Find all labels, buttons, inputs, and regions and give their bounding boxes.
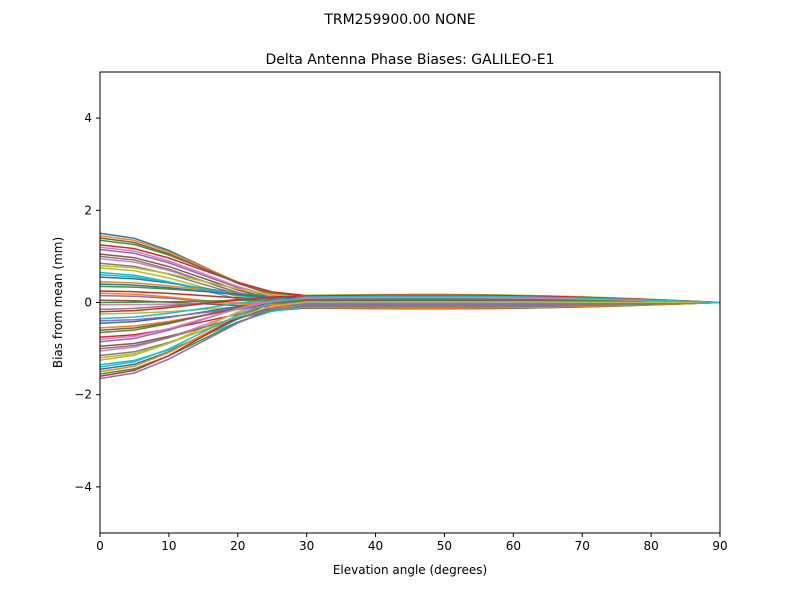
x-tick-label: 0: [96, 539, 104, 553]
x-axis: 0 10 20 30 40 50 60 70 80 90: [96, 533, 728, 553]
y-axis: −4 −2 0 2 4: [74, 111, 100, 494]
y-tick-label: 4: [84, 111, 92, 125]
series-line: [100, 232, 720, 304]
x-tick-label: 70: [575, 539, 590, 553]
x-axis-label: Elevation angle (degrees): [333, 563, 487, 577]
x-tick-label: 50: [437, 539, 452, 553]
series-layer: [100, 232, 720, 380]
x-tick-label: 60: [506, 539, 521, 553]
x-tick-label: 10: [161, 539, 176, 553]
x-tick-label: 30: [299, 539, 314, 553]
series-line: [100, 300, 720, 371]
x-tick-label: 90: [712, 539, 727, 553]
y-tick-label: 2: [84, 203, 92, 217]
y-axis-label: Bias from mean (mm): [51, 237, 65, 368]
x-tick-label: 80: [643, 539, 658, 553]
chart-title: Delta Antenna Phase Biases: GALILEO-E1: [265, 52, 554, 68]
chart-suptitle: TRM259900.00 NONE: [323, 12, 475, 28]
series-line: [100, 301, 720, 350]
y-tick-label: 0: [84, 296, 92, 310]
series-line: [100, 301, 720, 359]
x-tick-label: 40: [368, 539, 383, 553]
series-line: [100, 295, 720, 368]
y-tick-label: −2: [74, 388, 92, 402]
x-tick-label: 20: [230, 539, 245, 553]
series-line: [100, 301, 720, 322]
y-tick-label: −4: [74, 480, 92, 494]
